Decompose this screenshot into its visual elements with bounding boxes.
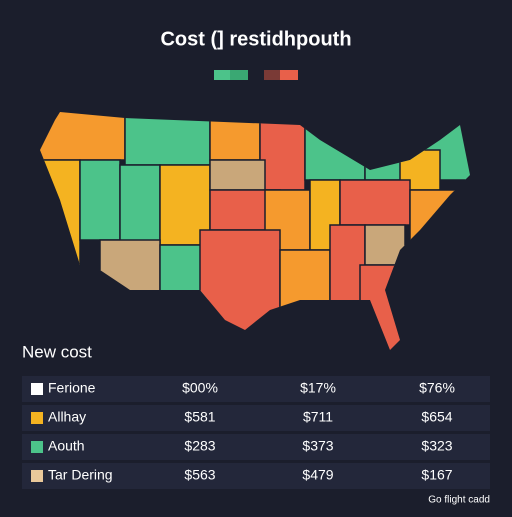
- row-background: [22, 376, 490, 402]
- row-background: [22, 434, 490, 460]
- row-cell: $167: [421, 467, 452, 483]
- row-cell: $581: [184, 409, 215, 425]
- row-swatch: [31, 412, 43, 424]
- footer: Go flight cadd: [428, 495, 490, 506]
- title: Cost (] restidhpouth: [160, 28, 351, 50]
- row-swatch: [31, 470, 43, 482]
- row-cell: $76%: [419, 380, 455, 396]
- row-background: [22, 405, 490, 431]
- row-cell: $00%: [182, 380, 218, 396]
- table-heading: New cost: [22, 342, 92, 361]
- row-label: Aouth: [48, 438, 85, 454]
- row-cell: $283: [184, 438, 215, 454]
- row-background: [22, 463, 490, 489]
- row-cell: $17%: [300, 380, 336, 396]
- row-cell: $479: [302, 467, 333, 483]
- row-cell: $323: [421, 438, 452, 454]
- row-swatch: [31, 441, 43, 453]
- row-swatch: [31, 383, 43, 395]
- row-cell: $711: [303, 409, 333, 425]
- row-cell: $373: [302, 438, 333, 454]
- row-label: Tar Dering: [48, 467, 113, 483]
- row-label: Allhay: [48, 409, 86, 425]
- row-cell: $563: [184, 467, 215, 483]
- row-label: Ferione: [48, 380, 96, 396]
- row-cell: $654: [421, 409, 452, 425]
- legend-swatches: [214, 70, 298, 80]
